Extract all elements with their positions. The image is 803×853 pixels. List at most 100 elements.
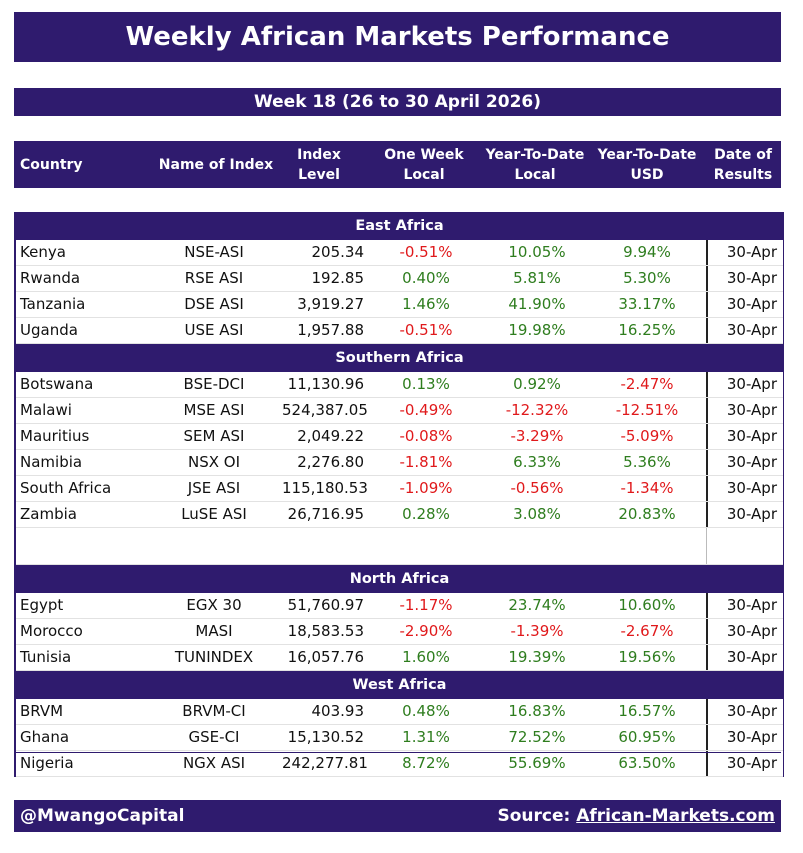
cell-index: MSE ASI [183,401,245,419]
cell-ytd-local: 0.92% [513,375,561,393]
cell-country: Malawi [20,401,72,419]
cell-level: 242,277.81 [282,754,368,772]
table-row: Botswana BSE-DCI 11,130.96 0.13% 0.92% -2.47%… [16,372,783,398]
date-column-divider [706,424,708,449]
page-title: Weekly African Markets Performance [14,12,781,62]
header-week-local-line2: Local [403,166,445,183]
cell-index: BRVM-CI [182,702,246,720]
cell-date: 30-Apr [726,622,777,640]
cell-index: EGX 30 [186,596,242,614]
header-ytd-local: Year-To-Date Local [480,141,590,188]
footer-source-label: Source: [497,806,577,826]
cell-ytd-usd: 19.56% [618,648,676,666]
table-row: Tunisia TUNINDEX 16,057.76 1.60% 19.39% 19.56… [16,645,783,671]
cell-index: DSE ASI [184,295,244,313]
header-country: Country [20,156,83,173]
cell-level: 205.34 [311,243,365,261]
cell-ytd-usd: 10.60% [618,596,676,614]
cell-level: 26,716.95 [287,505,364,523]
cell-index: TUNINDEX [174,648,254,666]
cell-index: GSE-CI [188,728,240,746]
cell-week-change: 0.13% [402,375,450,393]
cell-index: USE ASI [184,321,244,339]
cell-country: BRVM [20,702,64,720]
date-column-divider [706,292,708,317]
cell-week-change: 1.46% [402,295,450,313]
cell-level: 51,760.97 [287,596,364,614]
date-column-divider [706,725,708,750]
cell-ytd-local: 10.05% [508,243,566,261]
cell-ytd-usd: 33.17% [618,295,676,313]
section-header: West Africa [16,671,783,699]
cell-level: 15,130.52 [287,728,364,746]
table-row: Kenya NSE-ASI 205.34 -0.51% 10.05% 9.94% 30-Ap… [16,240,783,266]
cell-week-change: -0.51% [399,321,453,339]
footer-handle: @MwangoCapital [20,806,185,826]
cell-country: Egypt [20,596,64,614]
cell-level: 2,276.80 [297,453,364,471]
blank-row [16,528,783,565]
cell-week-change: 0.40% [402,269,450,287]
cell-ytd-local: 19.98% [508,321,566,339]
cell-week-change: 8.72% [402,754,450,772]
date-column-divider [706,528,707,564]
cell-country: Tanzania [20,295,86,313]
cell-level: 16,057.76 [287,648,364,666]
source-link[interactable]: African-Markets.com [576,806,775,826]
cell-date: 30-Apr [726,295,777,313]
cell-country: Uganda [20,321,78,339]
cell-ytd-usd: -2.47% [620,375,674,393]
cell-level: 192.85 [311,269,365,287]
cell-country: Tunisia [20,648,72,666]
date-column-divider [706,398,708,423]
footer-bar: @MwangoCapital Source: African-Markets.c… [14,800,781,832]
cell-date: 30-Apr [726,505,777,523]
cell-ytd-usd: 5.30% [623,269,671,287]
cell-week-change: 0.28% [402,505,450,523]
cell-level: 18,583.53 [287,622,364,640]
table-row: South Africa JSE ASI 115,180.53 -1.09% -0.56… [16,476,783,502]
header-ytd-local-line2: Local [514,166,556,183]
cell-date: 30-Apr [726,596,777,614]
cell-week-change: -0.49% [399,401,453,419]
date-column-divider [706,619,708,644]
cell-level: 403.93 [311,702,365,720]
cell-index: BSE-DCI [183,375,245,393]
cell-week-change: 1.31% [402,728,450,746]
table-row: Zambia LuSE ASI 26,716.95 0.28% 3.08% 20.83% 3… [16,502,783,528]
cell-ytd-local: -0.56% [510,479,564,497]
cell-ytd-local: 16.83% [508,702,566,720]
markets-table: East Africa Kenya NSE-ASI 205.34 -0.51% 10.05… [14,212,784,777]
cell-date: 30-Apr [726,375,777,393]
table-row: Rwanda RSE ASI 192.85 0.40% 5.81% 5.30% 30-Apr [16,266,783,292]
table-row: Uganda USE ASI 1,957.88 -0.51% 19.98% 16.25% 3… [16,318,783,344]
table-row: Mauritius SEM ASI 2,049.22 -0.08% -3.29% -5.0… [16,424,783,450]
cell-country: Zambia [20,505,77,523]
cell-date: 30-Apr [726,269,777,287]
cell-level: 115,180.53 [282,479,368,497]
cell-index: SEM ASI [183,427,245,445]
cell-date: 30-Apr [726,648,777,666]
cell-ytd-usd: 16.57% [618,702,676,720]
table-row: Nigeria NGX ASI 242,277.81 8.72% 55.69% 63.50… [16,751,783,777]
footer-source: Source: African-Markets.com [497,806,775,826]
cell-ytd-local: 41.90% [508,295,566,313]
header-ytd-local-line1: Year-To-Date [485,146,585,163]
cell-ytd-usd: -5.09% [620,427,674,445]
cell-index: MASI [195,622,233,640]
week-banner: Week 18 (26 to 30 April 2026) [14,88,781,116]
date-column-divider [706,266,708,291]
cell-ytd-usd: -1.34% [620,479,674,497]
cell-country: Kenya [20,243,66,261]
cell-ytd-local: -1.39% [510,622,564,640]
cell-date: 30-Apr [726,754,777,772]
cell-country: Ghana [20,728,70,746]
cell-date: 30-Apr [726,453,777,471]
table-row: BRVM BRVM-CI 403.93 0.48% 16.83% 16.57% 30-Apr [16,699,783,725]
section-header: East Africa [16,212,783,240]
cell-ytd-usd: 20.83% [618,505,676,523]
cell-index: RSE ASI [184,269,244,287]
cell-week-change: -1.17% [399,596,453,614]
date-column-divider [706,645,708,670]
cell-index: NGX ASI [182,754,246,772]
